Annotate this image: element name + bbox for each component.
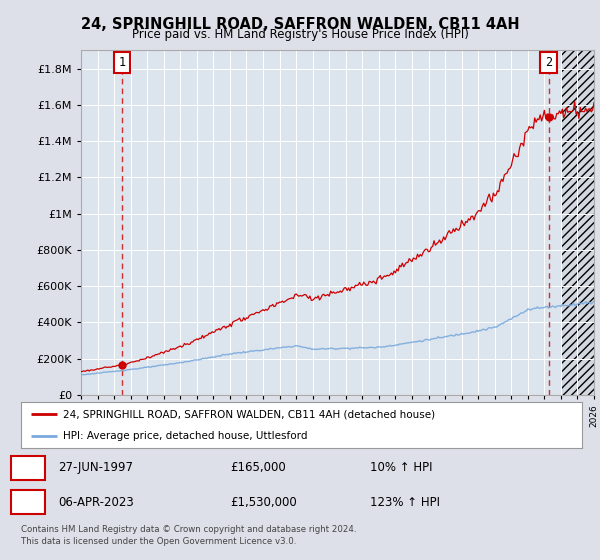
- Text: 24, SPRINGHILL ROAD, SAFFRON WALDEN, CB11 4AH (detached house): 24, SPRINGHILL ROAD, SAFFRON WALDEN, CB1…: [63, 409, 435, 419]
- Text: 06-APR-2023: 06-APR-2023: [58, 496, 134, 508]
- Text: £165,000: £165,000: [230, 461, 286, 474]
- Bar: [561, 50, 594, 395]
- FancyBboxPatch shape: [114, 52, 130, 73]
- Text: 1: 1: [24, 461, 31, 474]
- FancyBboxPatch shape: [11, 490, 44, 515]
- Text: 2: 2: [24, 496, 31, 508]
- FancyBboxPatch shape: [541, 52, 557, 73]
- Text: 123% ↑ HPI: 123% ↑ HPI: [370, 496, 440, 508]
- Text: £1,530,000: £1,530,000: [230, 496, 297, 508]
- Text: HPI: Average price, detached house, Uttlesford: HPI: Average price, detached house, Uttl…: [63, 431, 308, 441]
- FancyBboxPatch shape: [11, 455, 44, 480]
- Text: Price paid vs. HM Land Registry's House Price Index (HPI): Price paid vs. HM Land Registry's House …: [131, 28, 469, 41]
- Text: 24, SPRINGHILL ROAD, SAFFRON WALDEN, CB11 4AH: 24, SPRINGHILL ROAD, SAFFRON WALDEN, CB1…: [80, 17, 520, 32]
- Text: 27-JUN-1997: 27-JUN-1997: [58, 461, 133, 474]
- Text: 10% ↑ HPI: 10% ↑ HPI: [370, 461, 433, 474]
- Text: Contains HM Land Registry data © Crown copyright and database right 2024.
This d: Contains HM Land Registry data © Crown c…: [21, 525, 356, 546]
- Text: 1: 1: [119, 56, 126, 69]
- Text: 2: 2: [545, 56, 552, 69]
